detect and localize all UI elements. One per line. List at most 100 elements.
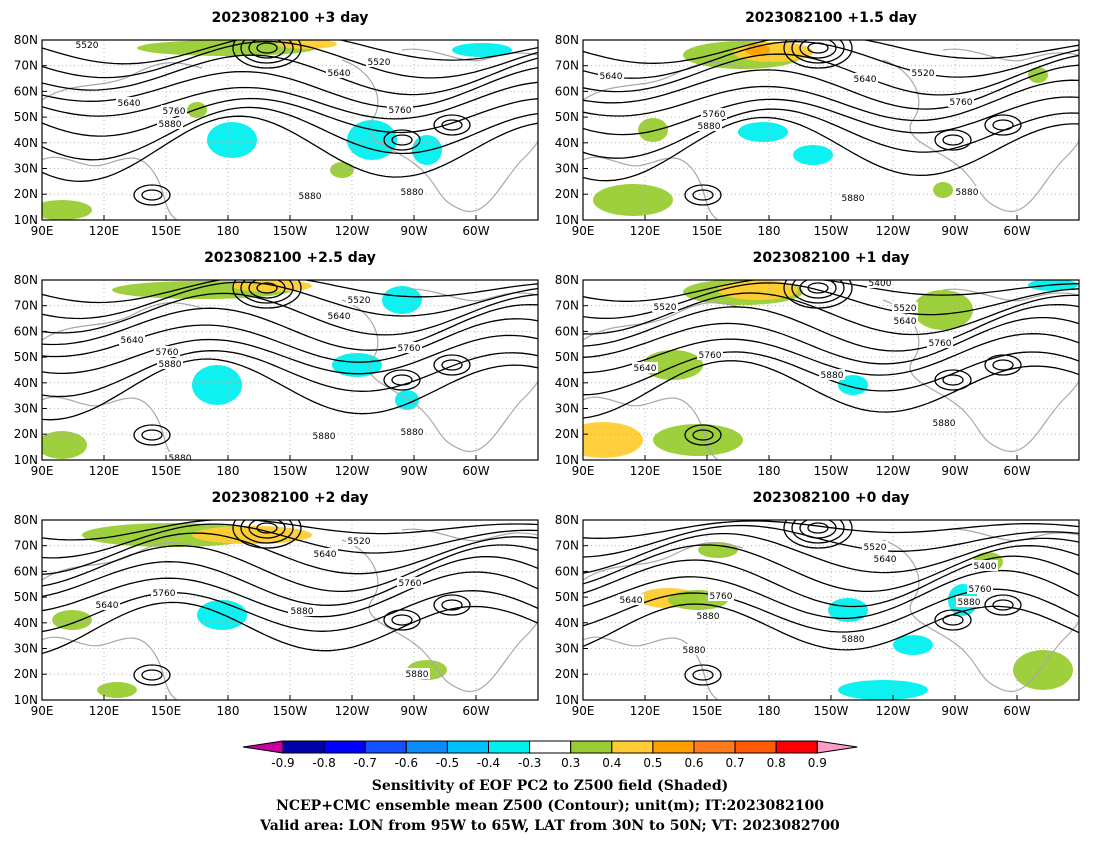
lat-tick-label: 70N — [555, 59, 579, 73]
colorbar-segment — [405, 740, 448, 754]
z500-contour — [42, 106, 538, 161]
contour-label: 5760 — [699, 351, 722, 361]
contour-label-bg — [872, 553, 898, 564]
contour-label-bg — [326, 67, 352, 78]
lon-tick-label: 120E — [630, 464, 661, 478]
sensitivity-shading — [452, 43, 512, 57]
lat-tick-label: 30N — [14, 642, 38, 656]
map-panel: 2023082100 +0 day 5520 5640 5400 5640 5760 576… — [555, 490, 1080, 718]
z500-contour — [942, 374, 964, 386]
z500-contour — [232, 520, 302, 549]
sensitivity-shading — [382, 286, 422, 314]
contour-label: 5400 — [974, 562, 997, 572]
lon-tick-label: 150E — [692, 464, 723, 478]
lat-tick-label: 30N — [555, 402, 579, 416]
z500-contour — [42, 292, 538, 336]
coastline — [401, 48, 538, 62]
sensitivity-shading — [933, 182, 953, 198]
contour-label: 5640 — [894, 317, 917, 327]
z500-contour — [141, 189, 163, 201]
lat-tick-label: 80N — [555, 33, 579, 47]
contour-label: 5880 — [958, 598, 981, 608]
contour-label: 5880 — [698, 122, 721, 132]
coastline — [341, 59, 538, 213]
z500-contour — [684, 184, 722, 206]
lon-tick-label: 60W — [462, 464, 489, 478]
lat-tick-label: 10N — [555, 453, 579, 467]
contour-label-bg — [852, 73, 878, 84]
z500-contour — [583, 303, 1079, 352]
coastline — [882, 539, 1079, 693]
z500-contour — [583, 532, 1079, 574]
contour-label: 5400 — [869, 279, 892, 289]
z500-contour — [42, 532, 538, 576]
lon-tick-label: 90W — [400, 224, 427, 238]
lat-tick-label: 70N — [14, 59, 38, 73]
contour-label-bg — [399, 186, 425, 197]
contour-label-bg — [840, 192, 866, 203]
z500-contour — [133, 184, 171, 206]
z500-contour — [240, 520, 294, 544]
lat-tick-label: 60N — [555, 84, 579, 98]
z500-contour — [692, 189, 714, 201]
lon-tick-label: 180 — [758, 464, 781, 478]
z500-contour — [42, 40, 538, 79]
colorbar-label: -0.6 — [395, 756, 418, 770]
z500-contour — [391, 374, 413, 386]
contour-label: 5520 — [654, 303, 677, 313]
lat-tick-label: 50N — [14, 350, 38, 364]
sensitivity-shading — [1013, 650, 1073, 690]
colorbar-segment — [529, 740, 572, 754]
lat-tick-label: 10N — [14, 213, 38, 227]
z500-contour — [807, 282, 829, 294]
z500-contour — [583, 603, 1079, 651]
caption-line: NCEP+CMC ensemble mean Z500 (Contour); u… — [276, 798, 824, 814]
contour-label: 5640 — [118, 99, 141, 109]
contour-label-bg — [157, 118, 183, 129]
z500-contour — [441, 599, 463, 611]
sensitivity-shading — [746, 44, 770, 56]
z500-contour — [684, 424, 722, 446]
colorbar-segment — [570, 740, 613, 754]
contour-label-bg — [311, 430, 337, 441]
colorbar-label: -0.4 — [477, 756, 500, 770]
contour-label: 5760 — [950, 98, 973, 108]
z500-contour — [583, 108, 1079, 159]
sensitivity-shading — [42, 431, 87, 459]
z500-contour — [799, 40, 837, 59]
sensitivity-shading — [330, 162, 354, 178]
lon-tick-label: 150W — [273, 464, 308, 478]
lon-tick-label: 120W — [335, 464, 370, 478]
lon-tick-label: 90W — [400, 464, 427, 478]
lon-tick-label: 150W — [814, 704, 849, 718]
z500-contour — [42, 556, 538, 606]
sensitivity-shading — [187, 102, 207, 118]
lat-tick-label: 70N — [555, 299, 579, 313]
lat-tick-label: 40N — [555, 136, 579, 150]
contour-label: 5520 — [912, 69, 935, 79]
coastline — [583, 156, 719, 220]
contour-label-bg — [157, 358, 183, 369]
z500-contour — [783, 520, 853, 549]
lat-tick-label: 10N — [14, 693, 38, 707]
contour-label-bg — [956, 596, 982, 607]
lon-tick-label: 150W — [273, 704, 308, 718]
z500-contour — [433, 594, 471, 616]
z500-contour — [42, 81, 538, 120]
caption-line: Sensitivity of EOF PC2 to Z500 field (Sh… — [372, 778, 728, 794]
contour-label-bg — [708, 590, 734, 601]
colorbar-segment — [775, 740, 818, 754]
contour-label: 5880 — [821, 371, 844, 381]
coastline — [42, 396, 178, 460]
z500-contour — [942, 134, 964, 146]
colorbar: -0.9 -0.8 -0.7 -0.6 -0.5 -0.4 -0.3 0.3 0.4 0.5 0.6… — [242, 740, 858, 770]
lon-tick-label: 180 — [758, 704, 781, 718]
colorbar-label: 0.6 — [684, 756, 703, 770]
z500-contour — [583, 544, 1079, 593]
colorbar-segment — [364, 740, 407, 754]
sensitivity-shading — [583, 422, 643, 458]
contour-label: 5880 — [169, 454, 192, 464]
sensitivity-shading — [838, 375, 868, 395]
z500-contour — [934, 369, 972, 391]
